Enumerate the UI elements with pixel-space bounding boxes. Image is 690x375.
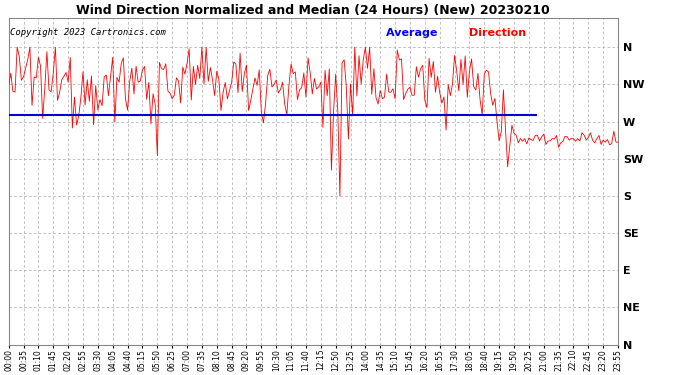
- Text: Direction: Direction: [469, 28, 526, 38]
- Text: Copyright 2023 Cartronics.com: Copyright 2023 Cartronics.com: [10, 28, 166, 37]
- Text: Average: Average: [386, 28, 442, 38]
- Title: Wind Direction Normalized and Median (24 Hours) (New) 20230210: Wind Direction Normalized and Median (24…: [77, 4, 550, 17]
